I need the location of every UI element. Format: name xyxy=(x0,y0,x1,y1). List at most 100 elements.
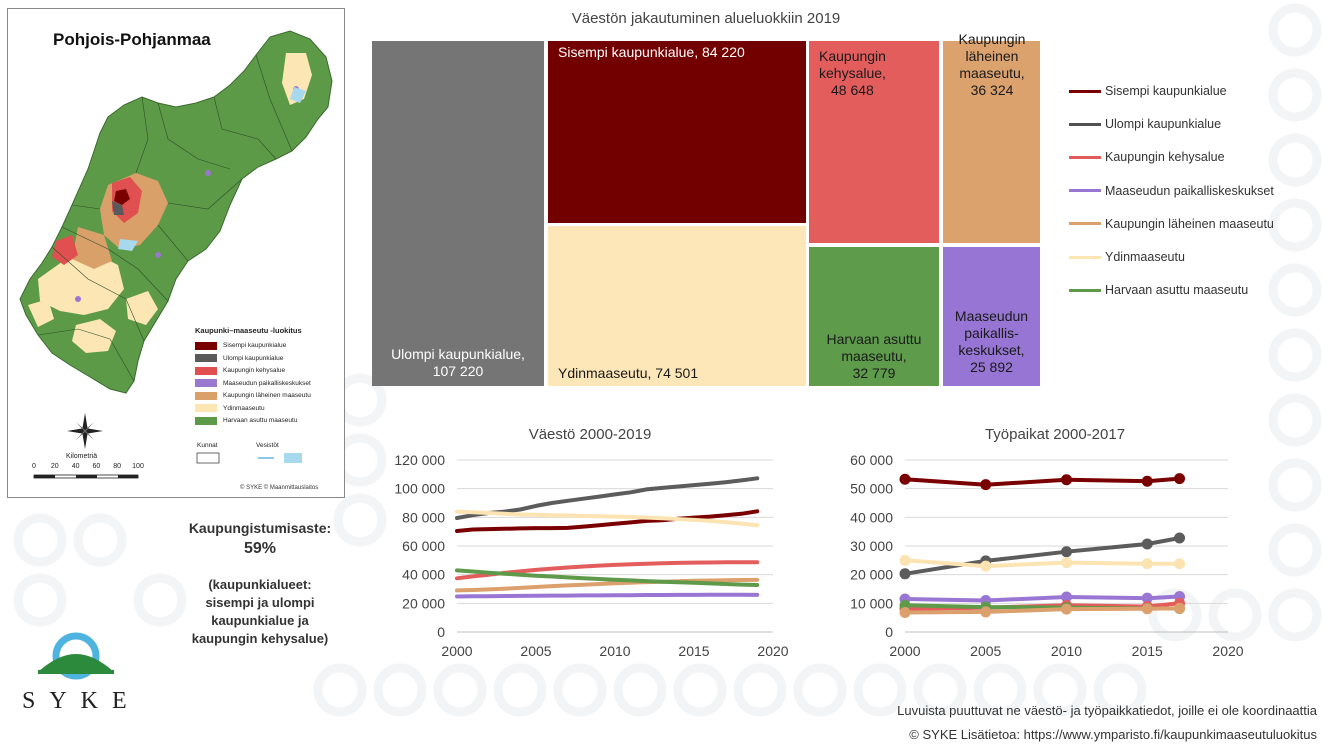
treemap-label-line: Sisempi kaupunkialue, 84 220 xyxy=(558,44,745,60)
legend-swatch xyxy=(195,341,217,350)
syke-logo-text: SYKE xyxy=(22,688,141,714)
legend-swatch xyxy=(195,391,217,400)
legend-label: Ulompi kaupunkialue xyxy=(1105,117,1222,132)
legend-label: Sisempi kaupunkialue xyxy=(223,342,287,349)
treemap-label-line: 25 892 xyxy=(970,359,1013,375)
urbanization-box: Kaupungistumisaste: 59% (kaupunkialueet:… xyxy=(170,520,350,648)
treemap-label-line: Maaseudun xyxy=(954,308,1029,324)
map-credit: © SYKE © Maanmittauslaitos xyxy=(240,485,319,491)
legend-line-swatch xyxy=(1069,122,1101,126)
map-panel: Pohjois-Pohjanmaa Kaupunki–maaseutu -luo… xyxy=(7,8,345,498)
map-legend-item: Ydinmaaseutu xyxy=(195,404,265,413)
legend-label: Maaseudun paikalliskeskukset xyxy=(223,379,311,387)
map-legend-item: Kaupungin kehysalue xyxy=(195,366,285,375)
data-point xyxy=(899,473,911,485)
legend-item: Kaupungin läheinen maaseutu xyxy=(1069,216,1274,232)
treemap-block: Kaupungin läheinen maaseutu, 36 324 xyxy=(943,31,1040,243)
map-legend-item: Maaseudun paikalliskeskukset xyxy=(195,379,311,388)
legend-item: Maaseudun paikalliskeskukset xyxy=(1069,183,1274,199)
x-tick-label: 2000 xyxy=(889,643,920,659)
jobs-chart-title: Työpaikat 2000-2017 xyxy=(984,426,1126,443)
x-tick-label: 2020 xyxy=(1212,643,1243,659)
legend-item: Ulompi kaupunkialue xyxy=(1069,116,1221,132)
y-tick-label: 50 000 xyxy=(850,481,893,497)
treemap-label-line: kehysalue, xyxy=(819,65,886,81)
y-tick-label: 20 000 xyxy=(402,595,445,611)
scale-tick: 80 xyxy=(113,463,122,470)
treemap-label-line: keskukset, xyxy=(958,342,1025,358)
data-point xyxy=(1174,532,1186,544)
note-line: (kaupunkialueet: xyxy=(208,577,312,592)
scale-tick: 0 xyxy=(32,463,36,470)
legend-item: Ydinmaaseutu xyxy=(1069,249,1185,265)
treemap-label-line: Ydinmaaseutu, 74 501 xyxy=(558,365,699,381)
scale-tick: 20 xyxy=(50,463,59,470)
legend-label: Kaupungin läheinen maaseutu xyxy=(223,392,311,399)
population-chart: 0 20 000 40 000 60 000 80 000 100 000 120 000 2… xyxy=(394,452,788,659)
legend-label: Harvaan asuttu maaseutu xyxy=(223,417,298,424)
legend-line-swatch xyxy=(1069,189,1101,193)
series-line xyxy=(903,594,1182,603)
x-tick-label: 2015 xyxy=(678,643,709,659)
y-tick-label: 0 xyxy=(885,624,893,640)
legend-swatch xyxy=(195,366,217,375)
treemap-label-line: Kaupungin xyxy=(958,31,1026,47)
treemap-label-line: 36 324 xyxy=(970,82,1014,98)
data-point xyxy=(899,607,911,619)
copyright-link[interactable]: © SYKE Lisätietoa: https://www.ymparisto… xyxy=(909,727,1317,742)
y-tick-label: 20 000 xyxy=(850,567,893,583)
data-point xyxy=(899,554,911,566)
series-line xyxy=(455,568,760,587)
series-line xyxy=(903,558,1182,569)
legend-swatch xyxy=(195,404,217,412)
legend-item: Harvaan asuttu maaseutu xyxy=(1069,282,1248,298)
x-tick-label: 2000 xyxy=(441,643,472,659)
treemap-block: Ulompi kaupunkialue, 107 220 xyxy=(372,41,544,386)
series-line xyxy=(903,476,1182,487)
series-line xyxy=(455,577,760,593)
legend-label: Kaupungin läheinen maaseutu xyxy=(1105,216,1274,231)
y-tick-label: 100 000 xyxy=(394,481,445,497)
treemap-label: Kaupungin läheinen maaseutu, 36 324 xyxy=(947,31,1037,99)
map-legend-vesistot: Vesistöt xyxy=(256,442,279,449)
legend-swatch xyxy=(195,354,217,362)
legend-line-swatch xyxy=(1069,288,1101,292)
treemap-label-line: 48 648 xyxy=(831,82,874,98)
treemap-label: Ydinmaaseutu, 74 501 xyxy=(558,365,798,382)
data-point xyxy=(1141,558,1153,570)
note-line: sisempi ja ulompi xyxy=(205,595,315,610)
urbanization-value: 59% xyxy=(243,540,277,557)
treemap-label-line: Ulompi kaupunkialue, xyxy=(391,346,525,362)
y-tick-label: 120 000 xyxy=(394,452,445,468)
y-tick-label: 0 xyxy=(437,624,445,640)
legend-label: Sisempi kaupunkialue xyxy=(1105,84,1227,98)
data-point xyxy=(1141,592,1153,604)
note-line: kaupungin kehysalue) xyxy=(191,631,329,646)
treemap-block: Ydinmaaseutu, 74 501 xyxy=(548,226,806,386)
y-tick-label: 10 000 xyxy=(850,595,893,611)
y-tick-label: 80 000 xyxy=(402,509,445,525)
data-point xyxy=(980,560,992,572)
x-tick-label: 2010 xyxy=(1051,643,1082,659)
series-line xyxy=(455,560,760,581)
treemap-title: Väestön jakautuminen alueluokkiin 2019 xyxy=(571,10,841,27)
lake-swatch xyxy=(284,453,302,463)
series-line xyxy=(455,509,760,528)
y-tick-label: 30 000 xyxy=(850,538,893,554)
treemap-label-line: Kaupungin xyxy=(819,48,886,64)
map-legend-item: Kaupungin läheinen maaseutu xyxy=(195,391,311,400)
map-legend-kunnat: Kunnat xyxy=(197,442,218,449)
data-point xyxy=(1061,557,1072,569)
treemap-label-line: maaseutu, xyxy=(841,348,907,364)
legend-line-swatch xyxy=(1069,89,1101,93)
y-tick-label: 60 000 xyxy=(850,452,893,468)
legend-item: Kaupungin kehysalue xyxy=(1069,149,1225,165)
x-tick-label: 2010 xyxy=(599,643,630,659)
treemap-block: Sisempi kaupunkialue, 84 220 xyxy=(548,41,806,223)
scale-tick: 40 xyxy=(71,463,80,470)
legend-label: Maaseudun paikalliskeskukset xyxy=(1105,183,1274,198)
map-legend-item: Harvaan asuttu maaseutu xyxy=(195,416,297,425)
legend-label: Ydinmaaseutu xyxy=(223,404,265,412)
treemap-label: Harvaan asuttu maaseutu, 32 779 xyxy=(813,331,935,382)
